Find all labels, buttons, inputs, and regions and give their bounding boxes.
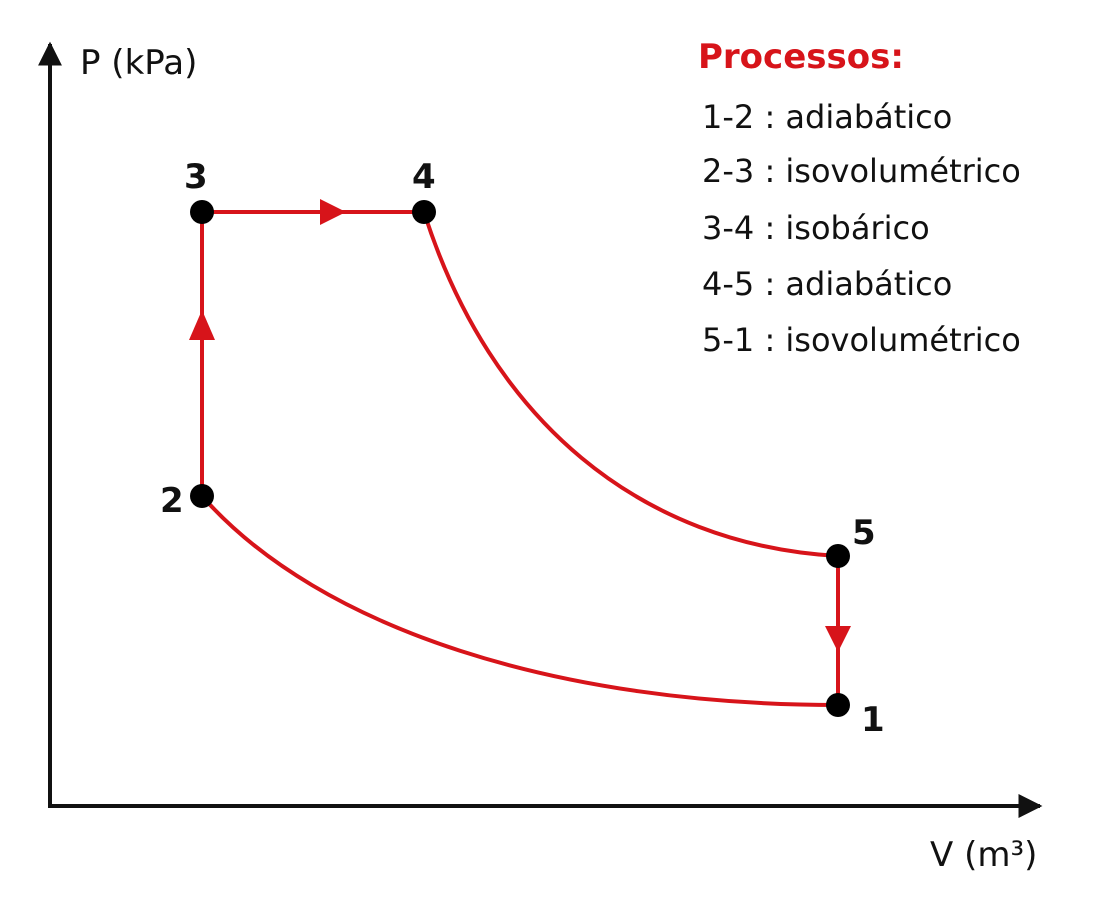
- process-legend: Processos: 1-2 : adiabático 2-3 : isovol…: [698, 37, 1021, 359]
- legend-item: 2-3 : isovolumétrico: [702, 152, 1021, 190]
- arrow-down-icon: [825, 626, 851, 652]
- y-axis-label: P (kPa): [80, 43, 197, 83]
- point-5-dot: [826, 544, 850, 568]
- legend-item: 3-4 : isobárico: [702, 209, 930, 247]
- point-4-label: 4: [412, 157, 436, 197]
- point-1-dot: [826, 693, 850, 717]
- direction-arrows: [189, 199, 851, 652]
- x-axis-label: V (m³): [930, 835, 1037, 875]
- point-4-dot: [412, 200, 436, 224]
- legend-title: Processos:: [698, 37, 904, 77]
- process-4-5-curve: [422, 210, 840, 558]
- point-2-label: 2: [160, 481, 184, 521]
- point-1-label: 1: [861, 700, 885, 740]
- state-points: 1 2 3 4 5: [160, 157, 885, 740]
- point-3-dot: [190, 200, 214, 224]
- legend-item: 5-1 : isovolumétrico: [702, 321, 1021, 359]
- point-3-label: 3: [184, 157, 208, 197]
- axes: P (kPa) V (m³): [38, 41, 1043, 875]
- arrow-up-icon: [189, 310, 215, 340]
- point-2-dot: [190, 484, 214, 508]
- point-5-label: 5: [852, 513, 876, 553]
- legend-item: 1-2 : adiabático: [702, 98, 952, 136]
- arrow-right-icon: [320, 199, 346, 225]
- process-1-2-curve: [200, 494, 840, 707]
- legend-item: 4-5 : adiabático: [702, 265, 952, 303]
